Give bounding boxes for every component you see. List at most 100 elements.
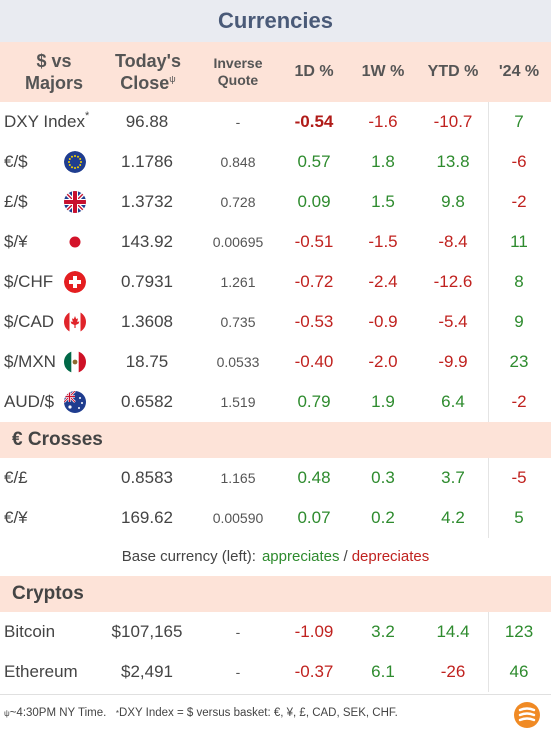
inverse-quote-value: 1.165 — [220, 470, 256, 486]
col-header-close: Today's Closeψ — [115, 50, 181, 94]
brand-logo-icon — [514, 702, 540, 728]
uk-flag-icon — [62, 182, 88, 222]
change-ytd-value: -5.4 — [438, 312, 468, 331]
table-row: £/$ 1.3732 0.728 0.09 1.5 9.8 -2 — [0, 182, 551, 222]
inverse-quote-value: 0.00590 — [212, 510, 264, 526]
section-header-crosses: € Crosses — [0, 422, 551, 458]
change-1w-value: 1.8 — [371, 152, 395, 171]
table-row: $/CAD 1.3608 0.735 -0.53 -0.9 -5.4 9 — [0, 302, 551, 342]
change-1d-value: 0.09 — [297, 192, 331, 211]
col-header-inverse: Inverse Quote — [213, 54, 263, 89]
inverse-quote-value: - — [235, 664, 241, 680]
change-ytd-value: 4.2 — [441, 508, 465, 527]
table-row: $/MXN 18.75 0.0533 -0.40 -2.0 -9.9 23 — [0, 342, 551, 382]
table-row: €/£ 0.8583 1.165 0.48 0.3 3.7 -5 — [0, 458, 551, 498]
change-2024-value: -2 — [511, 192, 527, 211]
table-row: $/¥ 143.92 0.00695 -0.51 -1.5 -8.4 11 — [0, 222, 551, 262]
col-header-ytd: YTD % — [427, 63, 479, 80]
japan-flag-icon — [62, 222, 88, 262]
change-ytd-value: -9.9 — [438, 352, 468, 371]
change-2024-value: 11 — [510, 232, 528, 251]
legend-appreciates: appreciates — [261, 547, 340, 565]
close-value: 96.88 — [125, 112, 169, 131]
change-ytd-value: 13.8 — [436, 152, 470, 171]
inverse-quote-value: - — [235, 624, 241, 640]
change-ytd-value: 9.8 — [441, 192, 465, 211]
change-2024-value: 8 — [514, 272, 524, 291]
change-ytd-value: -26 — [440, 662, 466, 681]
close-value: $107,165 — [111, 622, 183, 641]
change-1w-value: -0.9 — [368, 312, 398, 331]
australia-flag-icon — [62, 382, 88, 422]
column-divider — [488, 612, 489, 692]
close-value: 143.92 — [121, 232, 173, 251]
change-1w-value: 1.9 — [371, 392, 395, 411]
change-ytd-value: -8.4 — [438, 232, 468, 251]
legend-prefix: Base currency (left): — [121, 547, 256, 565]
change-1d-value: -0.37 — [294, 662, 334, 681]
table-row: Bitcoin $107,165 - -1.09 3.2 14.4 123 — [0, 612, 551, 652]
inverse-quote-value: 0.00695 — [212, 234, 264, 250]
change-2024-value: 23 — [509, 352, 529, 371]
change-1w-value: 0.2 — [371, 508, 395, 527]
change-1d-value: 0.48 — [297, 468, 331, 487]
table-row: €/$ 1.1786 0.848 0.57 1.8 13.8 -6 — [0, 142, 551, 182]
table-row: $/CHF 0.7931 1.261 -0.72 -2.4 -12.6 8 — [0, 262, 551, 302]
change-1w-value: -2.0 — [368, 352, 398, 371]
change-ytd-value: 14.4 — [436, 622, 470, 641]
change-2024-value: -5 — [511, 468, 527, 487]
inverse-quote-value: - — [235, 114, 241, 130]
change-ytd-value: 3.7 — [441, 468, 465, 487]
inverse-quote-value: 1.519 — [220, 394, 256, 410]
row-label: €/¥ — [4, 508, 28, 527]
inverse-quote-value: 0.728 — [220, 194, 256, 210]
table-header: $ vs Majors Today's Closeψ Inverse Quote 1D… — [0, 42, 551, 102]
change-1d-value: 0.79 — [297, 392, 331, 411]
footnote: ψ ~4:30PM NY Time. * DXY Index = $ versus… — [4, 707, 398, 719]
close-value: 0.7931 — [121, 272, 173, 291]
row-label: €/£ — [4, 468, 28, 487]
row-label: Bitcoin — [4, 622, 56, 641]
row-label: $/MXN — [4, 352, 56, 371]
row-label: $/CHF — [4, 272, 54, 291]
change-1d-value: -1.09 — [294, 622, 334, 641]
row-label: $/CAD — [4, 312, 55, 331]
close-value: $2,491 — [121, 662, 173, 681]
close-value: 1.3608 — [121, 312, 173, 331]
col-header-pair: $ vs Majors — [24, 50, 84, 94]
close-value: 169.62 — [121, 508, 173, 527]
change-2024-value: 5 — [514, 508, 524, 527]
section-header-cryptos: Cryptos — [0, 576, 551, 612]
table-row: AUD/$ 0.6582 1.519 0.79 1.9 6.4 -2 — [0, 382, 551, 422]
close-value: 18.75 — [125, 352, 169, 371]
change-1d-value: -0.40 — [294, 352, 334, 371]
row-label: £/$ — [4, 192, 28, 211]
column-divider — [488, 458, 489, 538]
close-value: 0.6582 — [121, 392, 173, 411]
change-2024-value: 46 — [509, 662, 529, 681]
change-1w-value: 6.1 — [371, 662, 395, 681]
change-1w-value: -1.6 — [368, 112, 398, 131]
legend-depreciates: depreciates — [351, 547, 430, 565]
change-2024-value: -2 — [511, 392, 527, 411]
change-1w-value: 3.2 — [371, 622, 395, 641]
change-2024-value: -6 — [511, 152, 527, 171]
eu-flag-icon — [62, 142, 88, 182]
change-1d-value: 0.57 — [297, 152, 331, 171]
change-1w-value: 1.5 — [371, 192, 395, 211]
table-row: DXY Index * 96.88 - -0.54 -1.6 -10.7 7 — [0, 102, 551, 142]
mexico-flag-icon — [62, 342, 88, 382]
row-label: AUD/$ — [4, 392, 55, 411]
close-value: 1.1786 — [121, 152, 173, 171]
change-1w-value: -1.5 — [368, 232, 398, 251]
col-header-24: '24 % — [498, 63, 540, 80]
col-header-1w: 1W % — [361, 63, 405, 80]
change-ytd-value: -10.7 — [433, 112, 473, 131]
row-label: $/¥ — [4, 232, 28, 251]
row-label: €/$ — [4, 152, 28, 171]
table-row: €/¥ 169.62 0.00590 0.07 0.2 4.2 5 — [0, 498, 551, 538]
change-1d-value: 0.07 — [297, 508, 331, 527]
change-1d-value: -0.53 — [294, 312, 334, 331]
table-row: Ethereum $2,491 - -0.37 6.1 -26 46 — [0, 652, 551, 692]
inverse-quote-value: 0.848 — [220, 154, 256, 170]
